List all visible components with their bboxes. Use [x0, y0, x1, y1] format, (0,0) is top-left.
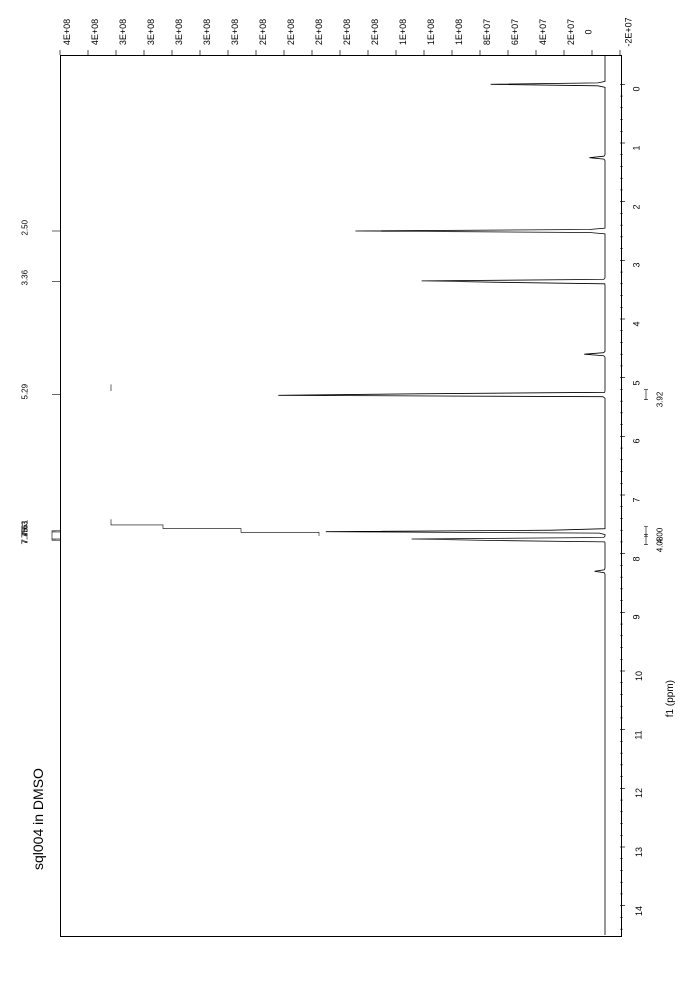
ytick-label: 3E+08 — [118, 19, 128, 45]
ytick-label: 0 — [584, 29, 594, 34]
ytick-label: 1E+08 — [454, 19, 464, 45]
xtick-label: 6 — [632, 439, 642, 444]
spectrum-svg — [0, 0, 695, 1000]
ytick-label: 1E+08 — [398, 19, 408, 45]
xtick-label: 7 — [632, 497, 642, 502]
ytick-label: 2E+08 — [258, 19, 268, 45]
ytick-label: 3E+08 — [230, 19, 240, 45]
ytick-label: 2E+08 — [286, 19, 296, 45]
nmr-chart-container: sql004 in DMSO f1 (ppm) 0123456789101112… — [0, 0, 695, 1000]
xtick-label: 4 — [632, 321, 642, 326]
ytick-label: 4E+07 — [538, 19, 548, 45]
ytick-label: 2E+07 — [566, 19, 576, 45]
ytick-label: 2E+08 — [370, 19, 380, 45]
peak-ppm-label: 5.29 — [21, 384, 30, 400]
peak-ppm-label: 3.36 — [21, 270, 30, 286]
ytick-label: 2E+08 — [342, 19, 352, 45]
ytick-label: 8E+07 — [482, 19, 492, 45]
ytick-label: 3E+08 — [174, 19, 184, 45]
integral-label: 4.08 — [655, 536, 664, 552]
xtick-label: 0 — [632, 87, 642, 92]
integral-label: 3.92 — [655, 391, 664, 407]
integral-curve — [111, 519, 319, 536]
ytick-label: -2E+07 — [624, 17, 634, 46]
xtick-label: 1 — [632, 145, 642, 150]
ytick-label: 4E+08 — [62, 19, 72, 45]
ytick-label: 1E+08 — [426, 19, 436, 45]
xtick-label: 14 — [634, 906, 644, 916]
xtick-label: 9 — [632, 615, 642, 620]
peak-ppm-label: 2.50 — [21, 220, 30, 236]
ytick-label: 6E+07 — [510, 19, 520, 45]
xtick-label: 3 — [632, 263, 642, 268]
ytick-label: 3E+08 — [146, 19, 156, 45]
xtick-label: 12 — [634, 788, 644, 798]
ytick-label: 4E+08 — [90, 19, 100, 45]
peak-ppm-label: 7.77 — [21, 529, 30, 545]
xtick-label: 10 — [634, 671, 644, 681]
xtick-label: 2 — [632, 204, 642, 209]
xtick-label: 11 — [634, 730, 644, 739]
spectrum-trace — [278, 55, 605, 935]
xtick-label: 13 — [634, 847, 644, 857]
ytick-label: 2E+08 — [314, 19, 324, 45]
xtick-label: 5 — [632, 380, 642, 385]
xtick-label: 8 — [632, 556, 642, 561]
ytick-label: 3E+08 — [202, 19, 212, 45]
